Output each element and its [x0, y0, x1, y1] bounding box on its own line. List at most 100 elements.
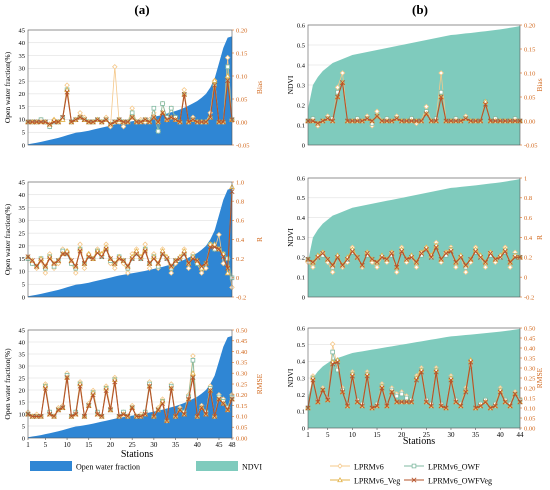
y2-tick-label: 0.05 [236, 96, 247, 103]
x-tick-label: 10 [64, 441, 72, 449]
data-point-LPRMv6_OWFVeg [207, 387, 213, 393]
data-point-LPRMv6_OWFVeg [507, 259, 513, 265]
data-point-LPRMv6_OWFVeg [138, 119, 144, 125]
legend-marker-lprmv6 [337, 463, 343, 469]
y2-tick-label: 0.20 [524, 22, 535, 29]
y-tick-label: 0 [22, 142, 25, 149]
y-tick-label: 35 [19, 351, 26, 358]
data-point-LPRMv6_OWFVeg [310, 259, 316, 265]
panel-label-a: (a) [134, 2, 149, 17]
data-point-LPRMv6_OWFVeg [51, 413, 57, 419]
legend-marker-lprmv6-veg [337, 476, 343, 483]
data-point-LPRMv6_OWFVeg [220, 254, 226, 260]
data-point-LPRMv6_OWF [190, 357, 196, 363]
data-point-LPRMv6_OWFVeg [487, 250, 493, 256]
y2-tick-label: 0.10 [236, 73, 247, 80]
data-point-LPRMv6_OWFVeg [194, 258, 200, 264]
data-point-LPRMv6_OWFVeg [483, 101, 488, 107]
data-point-LPRMv6 [181, 87, 188, 93]
chart-panel-b-bias: 0 0.1 0.2 0.3 0.4 0.5 0.6 -0.05 0.00 0.05 0.10 0.15… [286, 22, 544, 149]
legend-marker-lprmv6-owf [411, 463, 417, 469]
data-point-LPRMv6_OWFVeg [483, 259, 488, 265]
y-tick-label: 0.2 [297, 392, 305, 399]
chart-panel-a-bias: 0 5 10 15 20 25 30 35 40 45 -0.05 0.00 0.05 0.10 0.15 0… [3, 27, 264, 149]
data-point-LPRMv6_OWFVeg [190, 256, 196, 262]
y-tick-label: 35 [19, 53, 26, 60]
data-point-LPRMv6_OWFVeg [325, 397, 331, 403]
data-point-LPRMv6_OWFVeg [344, 403, 350, 409]
data-point-LPRMv6_Veg [198, 265, 205, 271]
data-point-LPRMv6_OWFVeg [433, 244, 439, 250]
y2-axis-title: R [255, 237, 264, 242]
data-point-LPRMv6_OWFVeg [438, 403, 444, 409]
data-point-LPRMv6_OWFVeg [181, 251, 187, 257]
data-point-LPRMv6_Veg [211, 77, 218, 83]
data-point-LPRMv6_OWFVeg [77, 383, 83, 389]
x-tick-label: 15 [374, 431, 382, 439]
data-point-LPRMv6_OWFVeg [125, 263, 131, 269]
y2-tick-label: 0.10 [524, 405, 535, 412]
data-point-LPRMv6_OWFVeg [379, 118, 385, 124]
chart-panel-a-rmse: 0510152025303540450.000.050.100.150.200.… [3, 327, 264, 449]
data-point-LPRMv6 [72, 270, 79, 276]
y-tick-label: 30 [19, 66, 26, 73]
y2-tick-label: 0.4 [524, 235, 533, 242]
y2-tick-label: 0.05 [236, 425, 247, 432]
data-point-LPRMv6_OWFVeg [116, 413, 122, 419]
y2-tick-label: 0.40 [524, 345, 535, 352]
y-tick-label: 35 [19, 205, 26, 212]
plot-frame [27, 29, 233, 146]
data-point-LPRMv6_OWFVeg [125, 119, 131, 125]
y-tick-label: 25 [19, 78, 26, 85]
y2-tick-label: -0.05 [524, 142, 538, 149]
y2-tick-label: 0.20 [236, 392, 247, 399]
data-point-LPRMv6_OWFVeg [90, 119, 96, 125]
y2-tick-label: 0.8 [236, 198, 244, 205]
y2-tick-label: 0.15 [236, 50, 247, 57]
data-point-LPRMv6_OWFVeg [404, 256, 410, 262]
data-point-LPRMv6_OWFVeg [394, 116, 400, 122]
data-point-LPRMv6_OWF [330, 349, 335, 355]
y2-tick-label: 0.50 [524, 325, 535, 332]
data-point-LPRMv6_OWFVeg [379, 385, 385, 391]
y2-tick-label: 0.50 [236, 327, 247, 334]
data-point-LPRMv6_OWFVeg [160, 110, 166, 116]
data-point-LPRMv6_OWFVeg [103, 246, 109, 252]
y-tick-label: 25 [19, 375, 26, 382]
area-ndvi [308, 26, 520, 145]
data-point-LPRMv6_Veg [224, 270, 231, 276]
y-axis-title: NDVI [286, 368, 295, 387]
y-tick-label: 20 [19, 387, 26, 394]
data-point-LPRMv6_OWFVeg [463, 116, 469, 122]
x-axis-label-b: Stations [403, 436, 435, 447]
data-point-LPRMv6_OWFVeg [134, 119, 139, 125]
data-point-LPRMv6_OWFVeg [473, 405, 479, 411]
data-point-LPRMv6_OWFVeg [443, 405, 449, 411]
x-tick-label: 35 [172, 441, 180, 449]
data-point-LPRMv6 [334, 84, 341, 91]
data-point-LPRMv6_OWFVeg [116, 117, 122, 123]
area-open-water-fraction [28, 36, 232, 146]
data-point-LPRMv6_OWFVeg [374, 113, 380, 119]
data-point-LPRMv6_OWFVeg [349, 373, 355, 379]
y2-tick-label: 0.6 [524, 215, 533, 222]
data-point-LPRMv6_OWFVeg [492, 403, 498, 409]
data-point-LPRMv6_OWFVeg [121, 411, 126, 417]
data-point-LPRMv6_OWFVeg [177, 256, 183, 262]
data-point-LPRMv6 [146, 265, 153, 272]
data-point-LPRMv6_OWFVeg [330, 118, 336, 124]
data-point-LPRMv6_OWFVeg [155, 260, 161, 266]
legend-label-lprmv6: LPRMv6 [354, 463, 384, 472]
data-point-LPRMv6_OWFVeg [507, 118, 513, 124]
data-point-LPRMv6_OWFVeg [155, 407, 161, 413]
data-point-LPRMv6_OWFVeg [384, 256, 390, 262]
data-point-LPRMv6_OWFVeg [216, 396, 222, 402]
y-tick-label: 10 [19, 411, 26, 418]
y2-axis-title: RMSE [255, 373, 264, 394]
data-point-LPRMv6_OWFVeg [384, 118, 390, 124]
data-point-LPRMv6_OWFVeg [68, 119, 74, 125]
data-point-LPRMv6_OWFVeg [168, 263, 174, 269]
data-point-LPRMv6_OWFVeg [399, 118, 405, 124]
y2-tick-label: 0.15 [524, 46, 535, 53]
data-point-LPRMv6 [453, 264, 459, 271]
